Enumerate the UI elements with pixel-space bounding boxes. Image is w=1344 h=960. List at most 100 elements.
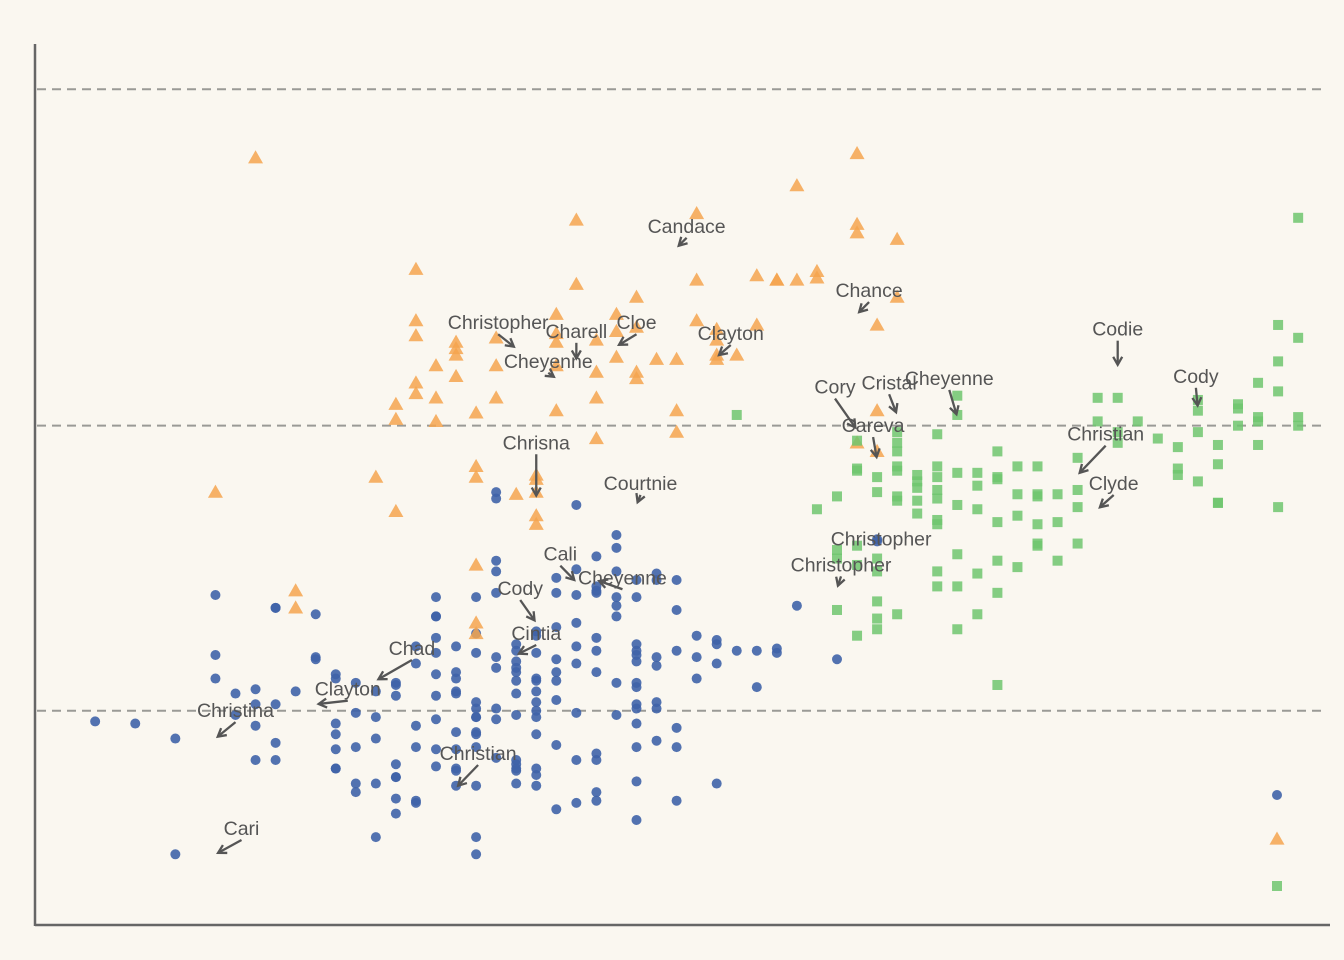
data-point-circle bbox=[631, 656, 642, 667]
data-point-triangle bbox=[669, 403, 685, 417]
data-point-triangle bbox=[849, 146, 865, 160]
data-point-square bbox=[872, 613, 883, 624]
data-point-circle bbox=[872, 536, 883, 547]
data-point-circle bbox=[491, 752, 502, 763]
data-point-square bbox=[1192, 405, 1203, 416]
data-point-square bbox=[1253, 439, 1264, 450]
annotation-label: Codie bbox=[1092, 319, 1143, 341]
data-point-circle bbox=[651, 652, 662, 663]
data-point-circle bbox=[170, 849, 181, 860]
annotation-arrow bbox=[1194, 387, 1199, 406]
data-point-circle bbox=[832, 654, 842, 665]
data-point-circle bbox=[431, 714, 441, 725]
data-point-circle bbox=[471, 697, 482, 708]
annotation-label: Cari bbox=[224, 818, 260, 840]
annotation-arrowhead bbox=[516, 645, 529, 656]
legend-markers bbox=[1269, 790, 1285, 891]
data-point-circle bbox=[691, 652, 702, 663]
annotation-label: Cintia bbox=[511, 623, 561, 645]
data-point-circle bbox=[531, 729, 542, 740]
annotation-arrowhead bbox=[857, 302, 869, 314]
data-point-square bbox=[811, 504, 822, 515]
data-point-circle bbox=[491, 587, 502, 598]
annotation-label: Cory bbox=[814, 377, 855, 399]
annotation-arrowhead bbox=[617, 336, 629, 347]
data-point-circle bbox=[551, 675, 562, 686]
data-point-square bbox=[1293, 420, 1304, 431]
data-point-triangle bbox=[849, 225, 865, 239]
data-point-triangle bbox=[288, 600, 304, 614]
data-point-circle bbox=[651, 574, 662, 585]
annotation-arrowhead bbox=[1191, 396, 1203, 408]
data-point-square bbox=[912, 495, 923, 506]
data-point-circle bbox=[250, 699, 261, 710]
data-point-circle bbox=[571, 499, 582, 510]
data-point-square bbox=[1233, 420, 1243, 431]
data-point-circle bbox=[350, 778, 361, 789]
annotation-arrow bbox=[1078, 444, 1107, 474]
data-point-circle bbox=[511, 656, 522, 667]
data-point-circle bbox=[771, 643, 782, 654]
data-point-triangle bbox=[889, 289, 905, 303]
data-point-circle bbox=[431, 761, 441, 772]
data-point-circle bbox=[370, 733, 381, 744]
data-point-triangle bbox=[468, 405, 484, 419]
data-point-triangle bbox=[548, 334, 564, 348]
data-point-square bbox=[912, 469, 923, 480]
data-point-square bbox=[1112, 437, 1123, 448]
data-point-circle bbox=[531, 697, 542, 708]
data-point-square bbox=[1072, 502, 1083, 513]
data-point-circle bbox=[591, 667, 602, 678]
data-point-circle bbox=[491, 487, 502, 498]
annotation-arrowhead bbox=[565, 570, 576, 582]
data-point-circle bbox=[451, 667, 462, 678]
legend-marker-triangle bbox=[1269, 831, 1285, 845]
data-point-square bbox=[972, 568, 983, 579]
data-point-circle bbox=[571, 641, 582, 652]
data-point-circle bbox=[611, 592, 622, 603]
data-point-circle bbox=[230, 709, 241, 720]
data-points bbox=[90, 146, 1304, 860]
data-point-triangle bbox=[428, 413, 444, 428]
data-point-circle bbox=[611, 529, 622, 540]
data-point-circle bbox=[511, 778, 522, 789]
data-point-circle bbox=[330, 718, 341, 729]
data-point-square bbox=[892, 446, 903, 457]
data-point-square bbox=[1172, 463, 1183, 474]
data-point-circle bbox=[711, 778, 722, 789]
annotation-arrowhead bbox=[677, 236, 688, 248]
data-point-circle bbox=[631, 718, 642, 729]
data-point-triangle bbox=[669, 424, 685, 438]
data-point-square bbox=[952, 499, 963, 510]
data-point-circle bbox=[591, 795, 602, 806]
data-point-triangle bbox=[869, 317, 885, 331]
data-point-square bbox=[1072, 484, 1083, 495]
data-point-circle bbox=[631, 592, 642, 603]
data-point-square bbox=[1172, 469, 1183, 480]
data-point-triangle bbox=[588, 431, 604, 445]
data-point-triangle bbox=[869, 403, 885, 417]
data-point-square bbox=[1092, 416, 1103, 427]
annotation-arrow bbox=[718, 344, 732, 357]
data-point-square bbox=[972, 480, 983, 491]
data-point-circle bbox=[511, 688, 522, 699]
data-point-square bbox=[872, 553, 883, 564]
annotation-label: Clyde bbox=[1089, 473, 1139, 495]
data-point-square bbox=[832, 553, 842, 564]
data-point-circle bbox=[531, 712, 542, 723]
data-point-circle bbox=[350, 707, 361, 718]
data-point-triangle bbox=[669, 351, 685, 365]
data-point-circle bbox=[591, 787, 602, 798]
data-point-circle bbox=[90, 716, 101, 727]
annotation-label: Clayton bbox=[315, 679, 381, 701]
data-point-circle bbox=[571, 564, 582, 575]
data-point-circle bbox=[491, 714, 502, 725]
annotation-arrow bbox=[217, 838, 243, 854]
annotation-arrowhead bbox=[570, 349, 582, 361]
data-point-triangle bbox=[568, 276, 584, 290]
data-point-square bbox=[1293, 332, 1304, 343]
data-point-circle bbox=[410, 742, 421, 753]
data-point-triangle bbox=[789, 178, 805, 192]
data-point-circle bbox=[130, 718, 141, 729]
